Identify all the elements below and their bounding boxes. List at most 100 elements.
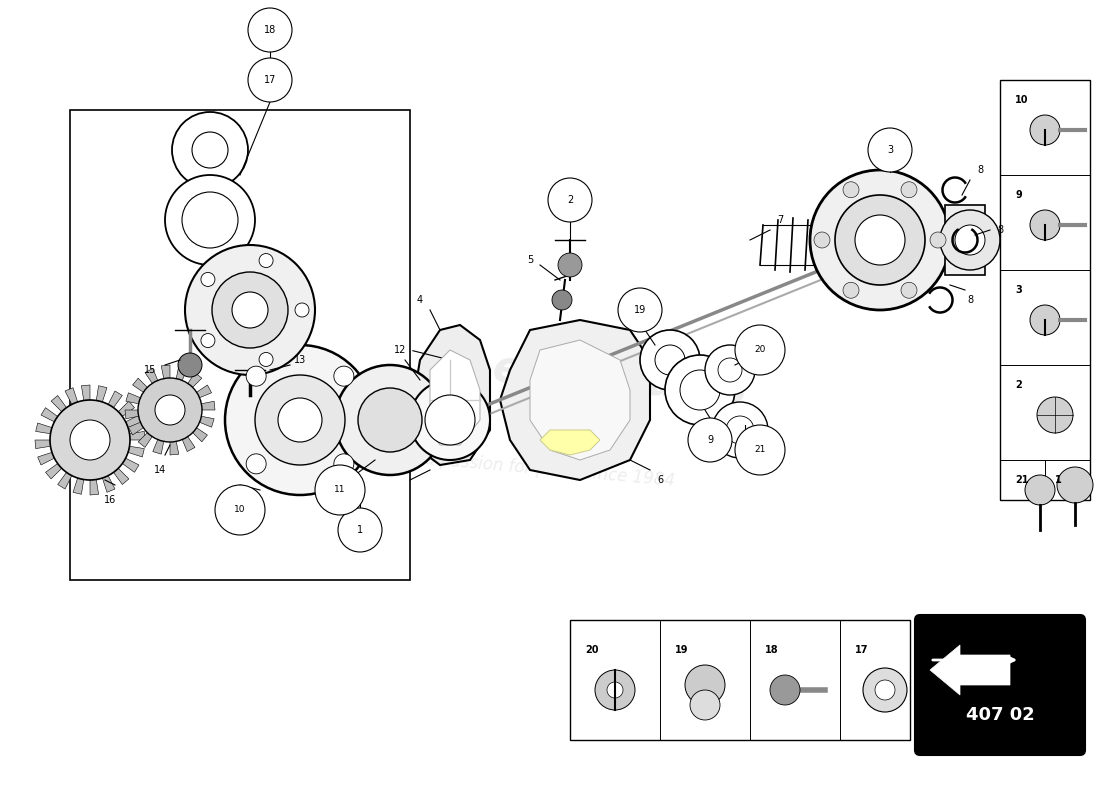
Circle shape [172, 112, 248, 188]
Polygon shape [199, 416, 214, 427]
Circle shape [212, 272, 288, 348]
Polygon shape [35, 440, 51, 449]
Text: 3: 3 [1015, 285, 1022, 295]
Circle shape [1037, 397, 1072, 433]
Text: 21: 21 [755, 446, 766, 454]
Text: 19: 19 [675, 645, 689, 655]
Text: 17: 17 [855, 645, 869, 655]
Circle shape [864, 668, 907, 712]
Bar [1000, 80, 1090, 500]
Circle shape [338, 508, 382, 552]
Bar [70, 110, 410, 580]
Circle shape [666, 355, 735, 425]
Circle shape [50, 400, 130, 480]
Polygon shape [35, 423, 52, 434]
Circle shape [654, 345, 685, 375]
Circle shape [358, 388, 422, 452]
Circle shape [718, 358, 743, 382]
Circle shape [192, 132, 228, 168]
Polygon shape [145, 369, 157, 383]
Polygon shape [430, 350, 480, 445]
Circle shape [260, 353, 273, 366]
Text: 13: 13 [294, 355, 306, 365]
Text: 5: 5 [527, 255, 534, 265]
Circle shape [735, 325, 785, 375]
Text: 17: 17 [264, 75, 276, 85]
Text: 1: 1 [1055, 475, 1061, 485]
Text: 2: 2 [1015, 380, 1022, 390]
Circle shape [901, 182, 917, 198]
Polygon shape [119, 401, 134, 417]
Circle shape [232, 292, 268, 328]
Circle shape [712, 402, 768, 458]
Text: 8: 8 [977, 165, 983, 175]
Text: 4: 4 [417, 295, 424, 305]
Text: 7: 7 [777, 215, 783, 225]
Polygon shape [45, 463, 62, 479]
Circle shape [735, 425, 785, 475]
Circle shape [874, 680, 895, 700]
Polygon shape [113, 468, 129, 485]
Polygon shape [162, 365, 170, 378]
Polygon shape [170, 442, 179, 455]
Text: 6: 6 [657, 475, 663, 485]
Polygon shape [500, 320, 650, 480]
Polygon shape [540, 430, 600, 455]
Text: a passion for parts since 1984: a passion for parts since 1984 [425, 450, 675, 490]
Circle shape [248, 58, 292, 102]
Circle shape [705, 345, 755, 395]
Circle shape [410, 380, 490, 460]
Circle shape [70, 420, 110, 460]
Circle shape [1025, 475, 1055, 505]
Bar [945, 205, 984, 275]
Polygon shape [122, 458, 139, 472]
Text: 14: 14 [154, 465, 166, 475]
Polygon shape [197, 385, 211, 398]
Polygon shape [128, 446, 144, 457]
Circle shape [201, 273, 214, 286]
Text: 8: 8 [967, 295, 974, 305]
FancyArrowPatch shape [412, 350, 448, 359]
Circle shape [185, 245, 315, 375]
Polygon shape [125, 393, 141, 404]
Circle shape [226, 345, 375, 495]
Text: 9: 9 [1015, 190, 1022, 200]
Circle shape [688, 418, 732, 462]
Polygon shape [37, 452, 54, 465]
Bar [570, 620, 910, 740]
Polygon shape [130, 431, 145, 440]
Polygon shape [153, 439, 164, 454]
Polygon shape [65, 388, 78, 404]
Circle shape [1030, 210, 1060, 240]
Circle shape [955, 225, 984, 255]
Bar [930, 640, 1030, 680]
Text: 19: 19 [634, 305, 646, 315]
Polygon shape [125, 410, 139, 418]
Circle shape [595, 670, 635, 710]
Polygon shape [90, 479, 99, 495]
Text: 2: 2 [566, 195, 573, 205]
Circle shape [255, 375, 345, 465]
Circle shape [618, 288, 662, 332]
Text: 11: 11 [334, 486, 345, 494]
Circle shape [726, 416, 754, 444]
Circle shape [315, 465, 365, 515]
Polygon shape [108, 391, 122, 408]
Circle shape [607, 682, 623, 698]
Text: 15: 15 [144, 365, 156, 375]
Text: 20: 20 [755, 346, 766, 354]
Circle shape [843, 182, 859, 198]
Text: 10: 10 [234, 506, 245, 514]
Polygon shape [81, 385, 90, 401]
Circle shape [640, 330, 700, 390]
Circle shape [155, 395, 185, 425]
FancyBboxPatch shape [915, 615, 1085, 755]
Circle shape [835, 195, 925, 285]
Polygon shape [73, 478, 84, 494]
Text: 12: 12 [394, 345, 406, 355]
Polygon shape [102, 476, 116, 492]
Circle shape [165, 175, 255, 265]
Circle shape [685, 665, 725, 705]
Circle shape [248, 8, 292, 52]
Circle shape [855, 215, 905, 265]
